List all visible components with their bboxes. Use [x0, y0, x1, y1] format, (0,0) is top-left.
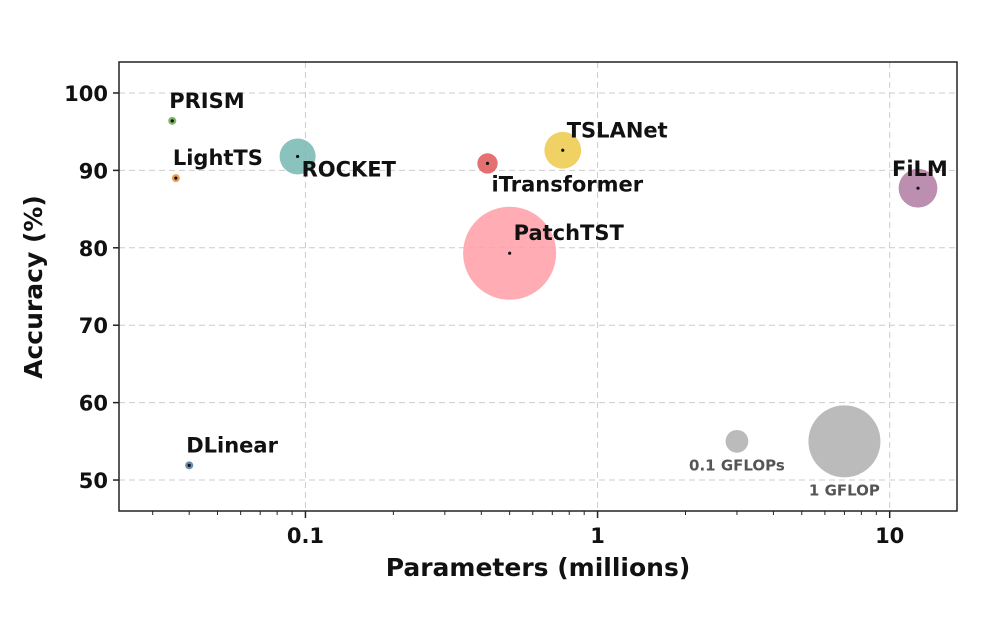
- x-tick-label: 0.1: [287, 524, 324, 548]
- label-rocket: ROCKET: [302, 157, 397, 181]
- size-legend-bubble-2: [808, 405, 881, 478]
- grid-layer: [119, 62, 957, 511]
- y-tick-label: 70: [79, 314, 108, 338]
- label-film: FiLM: [892, 157, 948, 181]
- bubble-center-dlinear: [187, 463, 191, 467]
- label-lightts: LightTS: [173, 146, 263, 170]
- y-tick-label: 100: [64, 82, 108, 106]
- y-tick-label: 50: [79, 469, 108, 493]
- y-axis-title: Accuracy (%): [19, 195, 48, 379]
- plot-frame: [118, 61, 958, 512]
- bubble-layer: [168, 116, 938, 478]
- label-itransformer: iTransformer: [492, 172, 644, 196]
- tick-layer: 50 60 70 80 90 100 0.1 1 10: [64, 82, 904, 548]
- label-layer: PRISM LightTS ROCKET iTransformer TSLANet FiL…: [169, 89, 948, 499]
- size-legend-label-1: 0.1 GFLOPs: [689, 457, 785, 475]
- bubble-center-patchtst: [508, 251, 512, 255]
- bubble-center-prism: [170, 119, 174, 123]
- bubble-center-itransformer: [485, 161, 490, 166]
- x-axis-title: Parameters (millions): [386, 553, 691, 582]
- bubble-center-lightts: [174, 176, 178, 180]
- x-tick-label: 10: [875, 524, 904, 548]
- size-legend-label-2: 1 GFLOP: [809, 481, 880, 499]
- bubble-center-tslanet: [561, 148, 565, 152]
- bubble-center-rocket: [295, 154, 300, 159]
- y-tick-label: 80: [79, 237, 108, 261]
- y-tick-label: 90: [79, 159, 108, 183]
- label-tslanet: TSLANet: [567, 118, 668, 142]
- bubble-center-film: [916, 186, 920, 190]
- label-prism: PRISM: [169, 89, 244, 113]
- size-legend-bubble-1: [725, 429, 749, 453]
- label-dlinear: DLinear: [186, 433, 278, 457]
- label-patchtst: PatchTST: [514, 221, 625, 245]
- y-tick-label: 60: [79, 392, 108, 416]
- x-tick-label: 1: [590, 524, 605, 548]
